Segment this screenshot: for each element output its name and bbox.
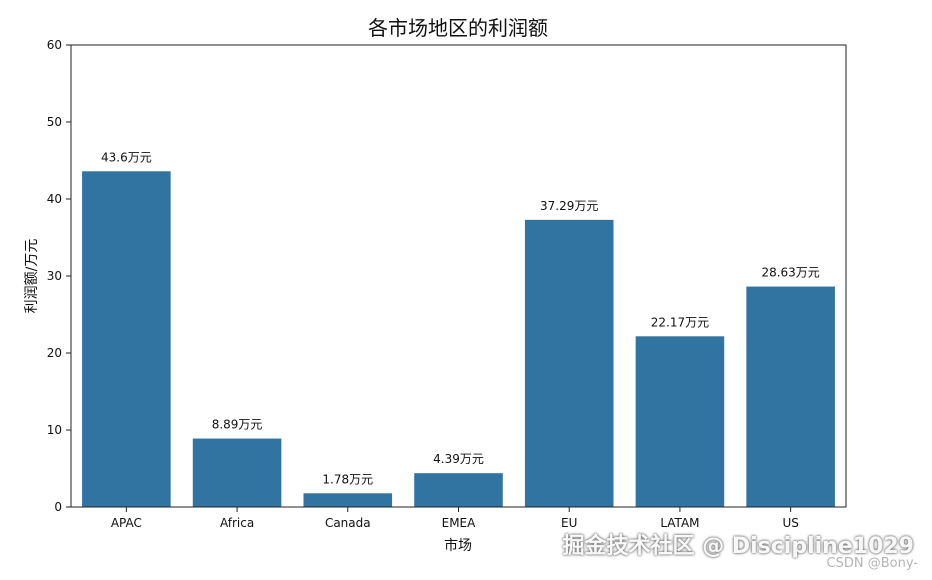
bar-emea — [414, 473, 503, 507]
y-axis-label: 利润额/万元 — [24, 239, 40, 314]
data-label-latam: 22.17万元 — [651, 315, 709, 329]
y-tick-label: 60 — [47, 38, 62, 52]
x-tick-label-apac: APAC — [111, 516, 142, 530]
data-label-apac: 43.6万元 — [101, 150, 152, 164]
bars — [82, 171, 835, 507]
data-label-canada: 1.78万元 — [322, 472, 373, 486]
data-label-africa: 8.89万元 — [212, 418, 263, 432]
y-tick-label: 40 — [47, 192, 62, 206]
y-axis-ticks: 0 10 20 30 40 50 60 — [47, 38, 71, 514]
credit-text: CSDN @Bony- — [826, 556, 918, 571]
bar-us — [746, 286, 835, 507]
y-tick-label: 10 — [47, 423, 62, 437]
watermark: 掘金技术社区 @ Discipline1029 — [562, 534, 914, 559]
bar-latam — [635, 336, 725, 507]
plot-frame — [70, 44, 847, 508]
data-label-eu: 37.29万元 — [540, 199, 598, 213]
data-label-us: 28.63万元 — [761, 266, 819, 280]
y-tick-label: 50 — [47, 115, 62, 129]
x-tick-label-emea: EMEA — [442, 516, 477, 530]
data-label-emea: 4.39万元 — [433, 452, 484, 466]
data-labels: 43.6万元 8.89万元 1.78万元 4.39万元 37.29万元 22.17万元 28… — [101, 150, 820, 486]
x-tick-label-africa: Africa — [220, 516, 254, 530]
x-tick-label-us: US — [782, 516, 798, 530]
bar-eu — [524, 219, 614, 507]
x-axis-label: 市场 — [444, 537, 472, 554]
chart-title: 各市场地区的利润额 — [368, 16, 548, 40]
y-tick-label: 30 — [47, 269, 62, 283]
y-tick-label: 20 — [47, 346, 62, 360]
x-tick-label-latam: LATAM — [660, 516, 699, 530]
x-tick-label-eu: EU — [561, 516, 577, 530]
bar-canada — [303, 493, 393, 507]
x-axis-ticks: APAC Africa Canada EMEA EU LATAM US — [111, 507, 799, 530]
x-tick-label-canada: Canada — [325, 516, 371, 530]
y-tick-label: 0 — [54, 500, 62, 514]
bar-apac — [82, 171, 171, 507]
bar-africa — [192, 438, 282, 507]
